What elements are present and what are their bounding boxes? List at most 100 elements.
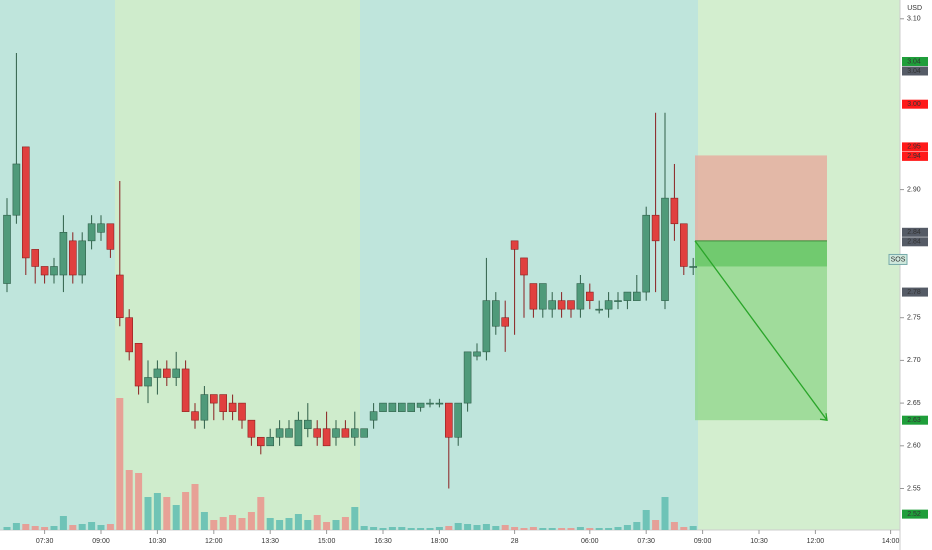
price-tag-label: 2.52 <box>907 511 921 518</box>
candle-body <box>40 266 49 276</box>
candle-body <box>397 402 406 412</box>
candle-body <box>144 377 152 387</box>
candle-body <box>69 240 77 276</box>
volume-bar <box>595 528 603 530</box>
price-tag <box>902 142 928 152</box>
volume-bar <box>511 527 519 530</box>
x-tick-label: 07:30 <box>36 538 54 545</box>
volume-bar <box>633 522 641 530</box>
volume-bar <box>210 520 218 530</box>
price-tag-label: 3.04 <box>907 58 921 65</box>
candle-body <box>679 223 688 267</box>
price-tag-label: 2.63 <box>907 417 921 424</box>
candle-body <box>491 300 500 327</box>
volume-bar <box>407 528 415 530</box>
candle-body <box>332 428 340 438</box>
volume-bar <box>97 525 105 530</box>
candle-body <box>416 402 425 408</box>
price-tag-label: 3.00 <box>907 101 921 108</box>
volume-bar <box>182 492 190 530</box>
candle-body <box>454 402 463 438</box>
volume-bar <box>219 517 227 530</box>
volume-bar <box>276 520 284 530</box>
volume-bar <box>670 522 678 530</box>
volume-bar <box>642 510 650 530</box>
price-tag <box>902 151 928 161</box>
price-tag-label: 2.84 <box>907 229 921 236</box>
y-tick-label: 3.10 <box>907 16 921 23</box>
candle-body <box>200 394 209 421</box>
volume-bar <box>59 516 67 530</box>
volume-bar <box>332 520 340 530</box>
volume-bar <box>576 527 584 530</box>
candle-body <box>463 351 472 404</box>
candle-body <box>172 368 180 378</box>
volume-bar <box>41 527 49 530</box>
volume-bar <box>257 497 265 530</box>
candle-body <box>50 266 58 276</box>
volume-bar <box>473 525 481 530</box>
volume-bar <box>191 484 199 530</box>
x-tick-label: 18:00 <box>431 538 449 545</box>
trade-arrow <box>694 240 828 421</box>
candle-body <box>87 223 96 242</box>
candle-body <box>689 266 698 268</box>
volume-bar <box>482 524 490 530</box>
volume-bar <box>69 525 77 530</box>
candle-body <box>106 223 115 250</box>
candle-body <box>435 402 444 405</box>
price-tag <box>902 56 928 66</box>
candle-body <box>426 402 434 405</box>
stop-zone <box>695 155 827 241</box>
price-tag-label: 2.94 <box>907 153 921 160</box>
candle-body <box>134 343 143 387</box>
volume-bar <box>680 527 688 530</box>
volume-bar <box>229 515 237 530</box>
price-tag <box>902 227 928 237</box>
candle-body <box>153 368 162 378</box>
time-axis <box>0 530 900 550</box>
price-tag <box>902 237 928 247</box>
candle-body <box>360 428 369 438</box>
volume-bar <box>464 524 472 530</box>
volume-bar <box>323 522 331 530</box>
session-bg <box>115 0 360 530</box>
candle-body <box>614 300 622 302</box>
volume-bar <box>623 525 631 530</box>
volume-bar <box>586 528 594 530</box>
price-tag <box>902 66 928 76</box>
x-tick-label: 28 <box>511 538 519 545</box>
candle-body <box>529 283 538 310</box>
candle-body <box>510 240 519 250</box>
volume-bar <box>200 512 208 530</box>
candle-body <box>604 300 613 310</box>
candle-body <box>623 291 632 301</box>
candle-body <box>228 402 237 412</box>
x-tick-label: 10:30 <box>750 538 768 545</box>
candle-body <box>116 274 124 319</box>
volume-bar <box>398 527 406 530</box>
indicator-tag <box>888 253 908 265</box>
volume-bar <box>661 497 669 530</box>
candle-body <box>651 214 660 242</box>
y-tick-label: 2.65 <box>907 400 921 407</box>
candle-body <box>642 214 651 293</box>
volume-bar <box>417 528 425 530</box>
price-tag-label: 3.04 <box>907 68 921 75</box>
candle-body <box>538 283 547 310</box>
candle-body <box>303 419 312 430</box>
candle-body <box>407 402 416 412</box>
x-tick-label: 14:00 <box>882 538 900 545</box>
candle-body <box>247 419 256 438</box>
candle-body <box>294 419 303 447</box>
currency-label: USD <box>907 5 922 12</box>
volume-bar <box>341 517 349 530</box>
x-tick-label: 12:00 <box>807 538 825 545</box>
volume-bar <box>12 523 20 530</box>
price-tag <box>902 99 928 109</box>
volume-bar <box>605 528 613 530</box>
volume-bar <box>652 520 660 530</box>
price-axis <box>900 0 932 550</box>
